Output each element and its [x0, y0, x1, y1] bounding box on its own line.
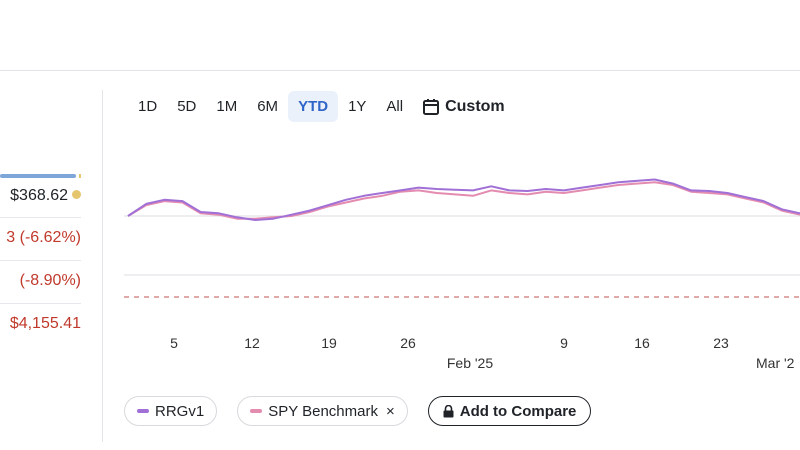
series-line-spy-benchmark[interactable] — [127, 181, 800, 220]
stat-value: $368.62 — [10, 187, 81, 205]
x-month-label: Mar '2 — [756, 355, 795, 371]
x-tick-label: 23 — [713, 335, 729, 351]
performance-chart[interactable]: 5 12 19 26 9 16 23 Feb '25 Mar '2 — [124, 140, 800, 380]
allocation-bar-tip — [79, 174, 81, 178]
stat-value-text: $368.62 — [10, 187, 68, 204]
panel-divider — [102, 90, 103, 442]
add-to-compare-label: Add to Compare — [459, 402, 577, 420]
allocation-bar — [0, 174, 76, 178]
legend-swatch — [137, 409, 149, 413]
stat-change-2: (-8.90%) — [19, 272, 81, 289]
chart-grid — [124, 215, 800, 298]
x-tick-label: 19 — [321, 335, 337, 351]
tab-ytd[interactable]: YTD — [288, 91, 339, 122]
x-tick-label: 26 — [400, 335, 416, 351]
x-axis-ticks: 5 12 19 26 9 16 23 Feb '25 Mar '2 — [170, 335, 795, 371]
legend-label: RRGv1 — [155, 402, 205, 420]
stat-divider — [0, 260, 81, 261]
tab-custom[interactable]: Custom — [413, 91, 515, 122]
x-tick-label: 12 — [244, 335, 260, 351]
legend-item-spy-benchmark[interactable]: SPY Benchmark × — [237, 396, 408, 426]
legend-swatch — [250, 409, 263, 413]
tab-6m[interactable]: 6M — [257, 98, 279, 115]
legend-label: SPY Benchmark — [268, 402, 378, 420]
stat-divider — [0, 303, 81, 304]
tab-all[interactable]: All — [386, 98, 404, 115]
timeframe-tabs: 1D 5D 1M 6M YTD 1Y All Custom — [128, 91, 515, 122]
stat-change: 3 (-6.62%) — [6, 229, 81, 246]
chart-series — [127, 178, 800, 221]
header-divider — [0, 70, 800, 71]
x-tick-label: 5 — [170, 335, 178, 351]
series-dot-icon — [72, 190, 81, 199]
series-line-rrgv1[interactable] — [127, 178, 800, 221]
legend-item-rrgv1[interactable]: RRGv1 — [124, 396, 218, 426]
tab-5d[interactable]: 5D — [177, 98, 197, 115]
x-tick-label: 16 — [634, 335, 650, 351]
x-month-label: Feb '25 — [447, 355, 493, 371]
stat-divider — [0, 217, 81, 218]
close-icon[interactable]: × — [385, 402, 395, 420]
stat-amount: $4,155.41 — [9, 315, 81, 332]
tab-1y[interactable]: 1Y — [348, 98, 367, 115]
tab-custom-label: Custom — [445, 97, 505, 115]
tab-1d[interactable]: 1D — [138, 98, 158, 115]
tab-1m[interactable]: 1M — [216, 98, 238, 115]
add-to-compare-button[interactable]: Add to Compare — [427, 396, 592, 426]
x-tick-label: 9 — [560, 335, 568, 351]
chart-legend: RRGv1 SPY Benchmark × Add to Compare — [124, 396, 611, 426]
calendar-icon — [423, 99, 440, 115]
lock-icon — [443, 404, 454, 417]
